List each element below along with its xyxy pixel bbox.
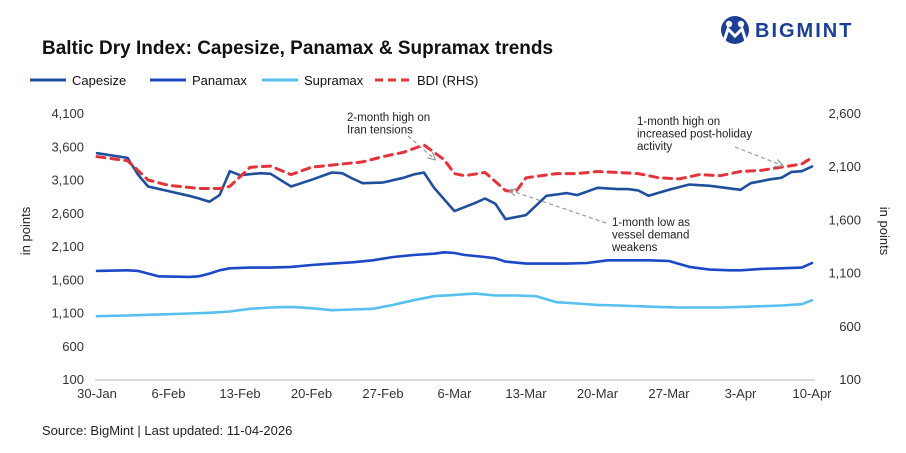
logo-text: BIGMINT [755,20,853,42]
series-line-capesize [95,151,814,221]
left-tick-label: 2,600 [51,206,84,221]
right-axis-title: in points [877,207,892,256]
annotation-arrow [511,191,607,224]
legend-label: Supramax [304,73,364,88]
series-line-bdi-rhs [95,143,814,194]
chart-title: Baltic Dry Index: Capesize, Panamax & Su… [42,38,553,59]
annotation-arrow [734,146,781,165]
x-tick-label: 13-Mar [505,386,547,401]
left-tick-label: 1,100 [51,306,84,321]
x-tick-label: 6-Mar [438,386,473,401]
left-tick-label: 600 [62,339,84,354]
x-tick-label: 20-Feb [291,386,332,401]
legend-label: BDI (RHS) [417,73,478,88]
annotation-text: 1-month high on [637,116,720,128]
right-axis-ticks: 100 600 1,100 1,600 2,100 2,600 [828,106,861,387]
annotation-text: vessel demand [612,230,689,242]
x-tick-label: 3-Apr [725,386,757,401]
x-tick-label: 27-Feb [362,386,403,401]
annotation-text: 2-month high on [347,112,430,124]
source-note: Source: BigMint | Last updated: 11-04-20… [42,423,292,438]
left-axis-title: in points [18,206,33,255]
x-tick-label: 27-Mar [648,386,690,401]
series-line-panamax [95,251,814,279]
left-tick-label: 3,100 [51,173,84,188]
annotation-text: Iran tensions [347,125,413,137]
x-tick-label: 30-Jan [77,386,117,401]
left-tick-label: 100 [62,372,84,387]
x-tick-label: 20-Mar [577,386,619,401]
legend-label: Capesize [72,73,126,88]
annotation-text: weakens [611,242,658,254]
right-tick-label: 1,100 [828,266,861,281]
right-tick-label: 1,600 [828,212,861,227]
x-tick-label: 13-Feb [219,386,260,401]
right-tick-label: 600 [839,319,861,334]
x-tick-label: 10-Apr [792,386,832,401]
series-layer [95,143,814,318]
legend-label: Panamax [192,73,247,88]
left-tick-label: 4,100 [51,106,84,121]
chart-legend: Capesize Panamax Supramax BDI (RHS) [30,73,478,88]
x-tick-label: 6-Feb [152,386,186,401]
bigmint-logo: BIGMINT [721,16,853,44]
right-tick-label: 2,100 [828,159,861,174]
left-tick-label: 3,600 [51,139,84,154]
left-tick-label: 2,100 [51,239,84,254]
right-tick-label: 100 [839,372,861,387]
left-tick-label: 1,600 [51,272,84,287]
annotation-text: activity [637,141,672,153]
annotation-arrow [407,135,434,159]
right-tick-label: 2,600 [828,106,861,121]
x-axis-ticks: 30-Jan 6-Feb 13-Feb 20-Feb 27-Feb 6-Mar 13-Mar… [77,386,832,401]
annotation-text: increased post-holiday [637,129,752,141]
annotation-text: 1-month low as [612,217,690,229]
left-axis-ticks: 100 600 1,100 1,600 2,100 2,600 3,100 3,600 4,10… [51,106,84,387]
series-line-supramax [95,292,814,318]
